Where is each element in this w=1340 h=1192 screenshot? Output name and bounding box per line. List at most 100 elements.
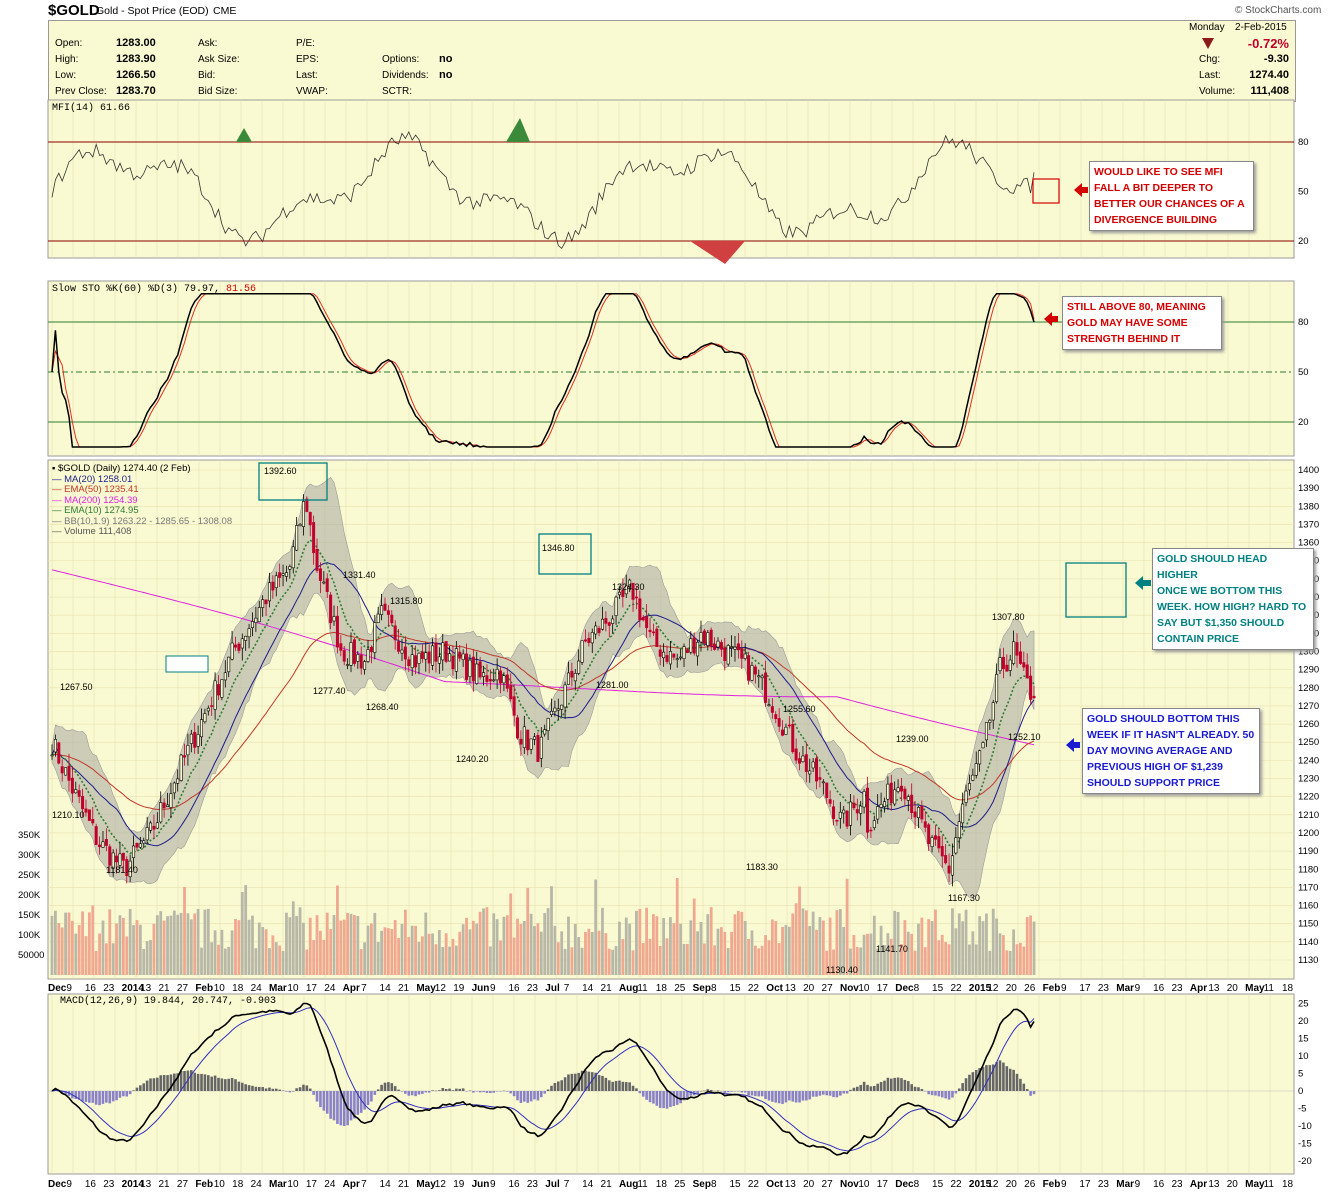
macd-histogram-bar — [427, 1091, 431, 1093]
candle-body — [1029, 675, 1033, 700]
x-axis-label: Jul — [545, 983, 560, 994]
volume-bar — [302, 922, 305, 975]
candle-body — [471, 656, 475, 682]
candle-body — [604, 618, 608, 624]
volume-bar — [998, 933, 1002, 975]
candle-body — [862, 791, 866, 808]
x-axis-label: 13 — [1208, 1179, 1220, 1190]
macd-histogram-bar — [964, 1078, 968, 1091]
price-annotation: 1240.20 — [456, 754, 489, 764]
x-axis-label: 27 — [822, 983, 834, 994]
macd-histogram-bar — [879, 1081, 883, 1091]
candle-body — [767, 704, 771, 707]
volume-bar — [706, 914, 710, 975]
candle-body — [465, 653, 469, 680]
x-axis-label: 10 — [287, 983, 299, 994]
macd-histogram-bar — [387, 1082, 390, 1091]
macd-histogram-bar — [506, 1091, 509, 1092]
candle-body — [230, 642, 234, 660]
macd-histogram-bar — [971, 1072, 975, 1091]
x-axis-label: 21 — [398, 1179, 410, 1190]
volume-bar — [149, 939, 152, 975]
price-annotation: 1268.40 — [366, 702, 399, 712]
candle-body — [193, 731, 197, 748]
candle-body — [315, 548, 319, 571]
candle-body — [444, 641, 448, 662]
volume-bar — [121, 917, 125, 975]
x-axis-label: 25 — [674, 1179, 686, 1190]
candle-body — [923, 821, 927, 828]
macd-histogram-bar — [621, 1081, 625, 1091]
macd-histogram-bar — [835, 1091, 839, 1098]
mfi-target-box — [1032, 178, 1060, 204]
candle-body — [995, 674, 999, 703]
volume-bar — [155, 915, 159, 975]
legend-entry: — Volume 111,408 — [52, 526, 132, 537]
down-arrow-icon — [1202, 38, 1214, 49]
candle-body — [81, 796, 85, 810]
x-axis-label: Aug — [619, 983, 638, 994]
volume-bar — [67, 912, 71, 975]
candle-body — [478, 661, 482, 678]
macd-histogram-bar — [944, 1091, 947, 1099]
candle-body — [274, 575, 278, 589]
volume-bar — [342, 919, 346, 975]
legend-entry: — EMA(50) 1235.41 — [52, 484, 139, 495]
x-axis-label: Apr — [1190, 1179, 1207, 1190]
volume-bar — [145, 941, 149, 975]
macd-histogram-bar — [370, 1091, 373, 1102]
teal-note-line: WEEK. HOW HIGH? HARD TO — [1157, 601, 1307, 613]
price-annotation: 1267.50 — [60, 682, 93, 692]
candle-body — [713, 644, 717, 650]
candle-body — [1005, 664, 1009, 672]
price-annotation: 1183.30 — [746, 862, 778, 872]
macd-histogram-bar — [193, 1072, 197, 1091]
macd-histogram-bar — [288, 1091, 292, 1093]
volume-bar — [835, 910, 839, 975]
macd-histogram-bar — [438, 1090, 441, 1091]
volume-bar — [312, 940, 316, 975]
candle-body — [872, 820, 876, 828]
candle-body — [499, 670, 503, 684]
volume-bar — [115, 923, 118, 975]
candle-body — [288, 566, 292, 570]
legend-entry: — MA(20) 1258.01 — [52, 473, 133, 485]
macd-histogram-bar — [183, 1070, 186, 1091]
volume-bar — [441, 946, 445, 975]
pe-label: P/E: — [296, 38, 315, 49]
volume-bar — [64, 912, 67, 975]
volume-bar — [743, 920, 747, 975]
macd-histogram-bar — [920, 1089, 924, 1091]
price-annotation: 1255.60 — [783, 704, 816, 714]
mfi-oversold-area — [690, 241, 745, 264]
x-axis-label: 17 — [1079, 983, 1091, 994]
volume-bar — [437, 930, 441, 975]
volume-bar — [601, 907, 604, 975]
candle-body — [397, 641, 401, 652]
candle-body — [641, 617, 645, 621]
sctr-label: SCTR: — [382, 86, 412, 97]
candle-body — [835, 819, 839, 822]
macd-histogram-bar — [105, 1091, 108, 1103]
x-axis-label: Dec — [48, 983, 67, 994]
volume-bar — [172, 910, 176, 975]
x-axis-label: 10 — [287, 1179, 299, 1190]
macd-histogram-bar — [726, 1091, 730, 1093]
macd-histogram-bar — [713, 1090, 716, 1092]
candle-body — [631, 582, 635, 600]
options-value: no — [439, 53, 453, 65]
macd-histogram-bar — [455, 1088, 458, 1091]
volume-bar — [210, 942, 214, 975]
macd-histogram-bar — [679, 1091, 682, 1104]
price-tick-label: 1220 — [1298, 792, 1319, 803]
macd-histogram-bar — [760, 1091, 764, 1097]
candle-body — [400, 649, 404, 654]
macd-histogram-bar — [475, 1091, 479, 1092]
macd-histogram-bar — [825, 1091, 829, 1096]
candle-body — [101, 841, 105, 848]
volume-bar — [590, 931, 594, 975]
chg-value: -9.30 — [1263, 53, 1289, 65]
peak-box-july — [538, 533, 592, 575]
mfi-note-line: DIVERGENCE BUILDING — [1094, 214, 1218, 226]
mfi-note: WOULD LIKE TO SEE MFI FALL A BIT DEEPER … — [1089, 161, 1254, 231]
